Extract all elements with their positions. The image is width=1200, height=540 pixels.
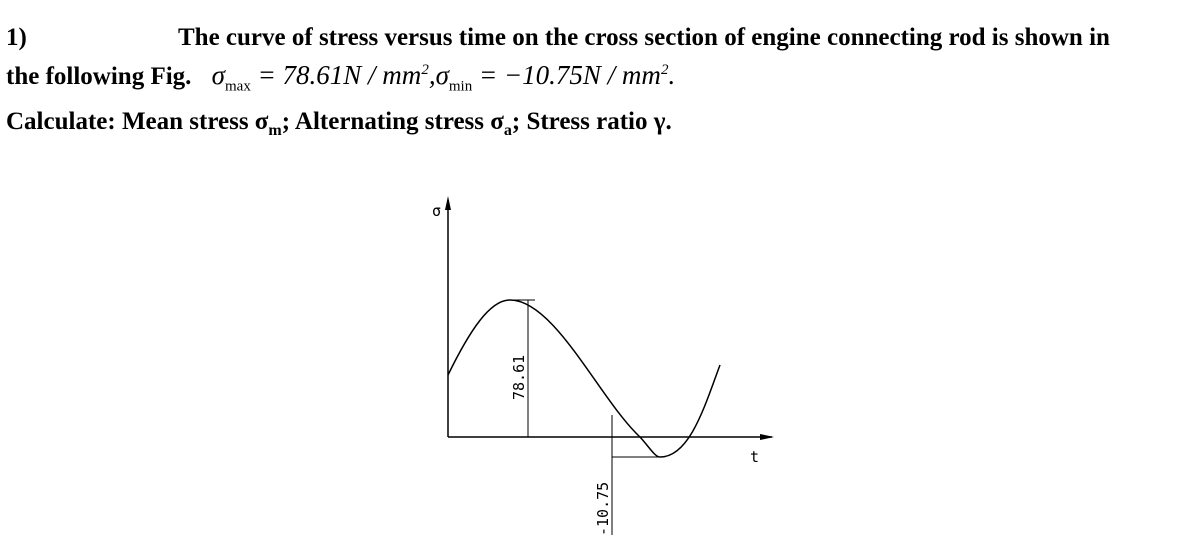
text-run: Calculate: Mean stress σ xyxy=(6,108,269,135)
max-label: 78.61 xyxy=(510,355,528,400)
arrow-head xyxy=(445,196,451,210)
subscript: m xyxy=(268,122,282,139)
min-label: -10.75 xyxy=(594,482,612,536)
y-axis-label: σ xyxy=(432,202,441,220)
problem-lead: the following Fig. xyxy=(6,63,192,90)
subscript: a xyxy=(503,122,512,139)
text-run: = 78.61N / mm xyxy=(250,60,422,90)
stress-curve xyxy=(447,299,721,458)
problem-line: The curve of stress versus time on the c… xyxy=(178,24,1110,51)
x-axis-label: t xyxy=(750,448,759,466)
text-run: σ xyxy=(211,60,225,90)
text-run: ; Stress ratio γ. xyxy=(511,108,672,135)
text-run: . xyxy=(668,60,676,90)
text-run: = −10.75N / mm xyxy=(472,60,661,90)
text-run: ; Alternating stress σ xyxy=(281,108,504,135)
text-run: ,σ xyxy=(428,60,449,90)
problem-line: the following Fig. σmax = 78.61N / mm2,σ… xyxy=(6,60,675,95)
superscript: 2 xyxy=(421,62,429,78)
problem-number: 1) xyxy=(6,24,27,51)
subscript: min xyxy=(448,78,473,95)
subscript: max xyxy=(225,78,251,95)
superscript: 2 xyxy=(660,62,669,78)
arrow-head xyxy=(760,434,774,440)
formula: σmax = 78.61N / mm2,σmin = −10.75N / mm2… xyxy=(211,60,676,94)
task: Calculate: Mean stress σm; Alternating s… xyxy=(6,108,672,140)
